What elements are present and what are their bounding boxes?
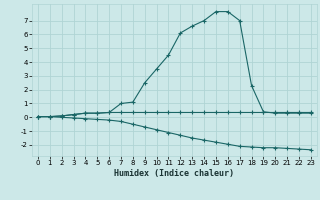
X-axis label: Humidex (Indice chaleur): Humidex (Indice chaleur): [115, 169, 234, 178]
